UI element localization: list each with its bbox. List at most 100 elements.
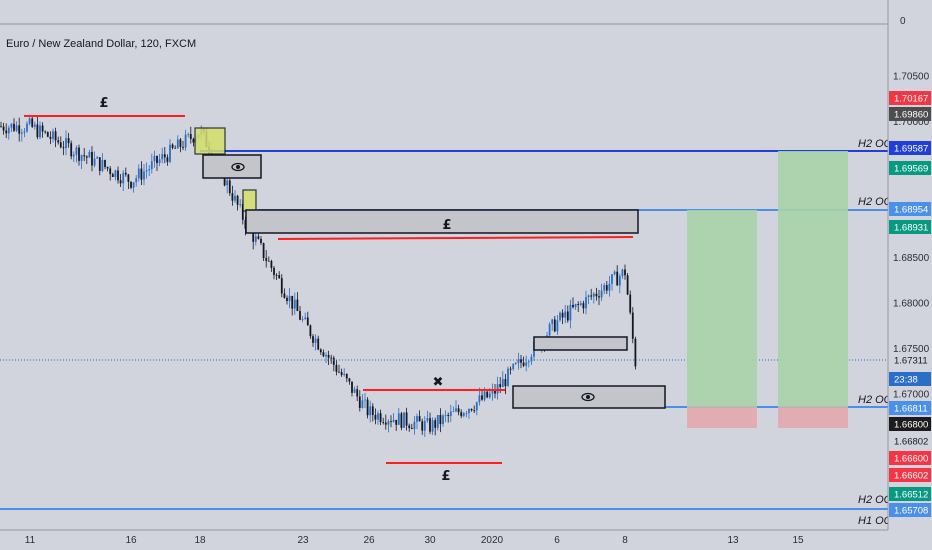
candle-body: [10, 123, 13, 128]
highlight-box-1[interactable]: [194, 127, 226, 155]
candle-body: [124, 172, 127, 175]
resistance-line-mid[interactable]: [277, 236, 634, 240]
price-label-bg: [889, 353, 931, 367]
candle-body: [267, 260, 270, 262]
small-zone-mid[interactable]: [533, 336, 628, 351]
candle-body: [135, 178, 138, 183]
candle-body: [127, 174, 130, 182]
price-label-bg: [889, 434, 931, 448]
price-label-text: 1.70167: [894, 94, 928, 105]
price-label-bg: [889, 220, 931, 234]
candle-body: [434, 420, 437, 428]
candle-body: [426, 418, 429, 421]
target-zone-2[interactable]: [778, 151, 848, 407]
candle-body: [395, 419, 398, 425]
price-label-bg: [889, 503, 931, 517]
candle-body: [582, 303, 585, 309]
candle-body: [85, 156, 88, 158]
cross-annotation: ✖: [433, 375, 444, 390]
candle-body: [590, 295, 593, 297]
candle-body: [351, 381, 353, 393]
candle-body: [54, 131, 57, 141]
price-label-text: 1.69587: [894, 144, 928, 155]
price-label-bg: [889, 91, 931, 105]
candle-body: [293, 299, 296, 309]
stop-zone-2[interactable]: [778, 407, 848, 428]
highlight-box-2[interactable]: [242, 189, 257, 212]
x-tick-label: 15: [792, 535, 804, 546]
candle-body: [348, 378, 351, 382]
candle-body: [405, 412, 408, 426]
pound-annotation-left: £: [99, 96, 108, 111]
candle-body: [296, 299, 299, 312]
candle-body: [418, 416, 421, 422]
candle-body: [5, 130, 8, 134]
price-label-bg: [889, 468, 931, 482]
candle-body: [111, 174, 114, 178]
candle-body: [182, 146, 184, 148]
candle-body: [49, 136, 52, 139]
candle-body: [148, 169, 151, 171]
price-label-bg: [889, 202, 931, 216]
candle-body: [574, 303, 577, 308]
candle-body: [91, 151, 93, 166]
pound-annotation-zone: £: [442, 218, 451, 233]
candle-body: [104, 160, 106, 167]
supply-zone-wide[interactable]: [245, 209, 639, 234]
x-tick-label: 2020: [481, 535, 504, 546]
candle-body: [83, 155, 86, 157]
candle-body: [496, 384, 499, 394]
candle-body: [366, 399, 369, 416]
candle-body: [488, 393, 491, 398]
candle-body: [504, 379, 507, 387]
candle-body: [189, 134, 192, 139]
candle-body: [486, 391, 489, 398]
candle-body: [530, 356, 533, 362]
candle-body: [174, 147, 177, 149]
candle-body: [158, 159, 161, 164]
candle-body: [561, 312, 564, 318]
price-label-text: 1.69860: [894, 110, 928, 121]
candle-body: [33, 124, 36, 127]
candle-body: [283, 293, 286, 298]
candle-body: [72, 154, 75, 157]
candle-body: [494, 389, 496, 394]
candle-body: [239, 204, 242, 205]
candle-body: [436, 414, 439, 428]
candle-body: [325, 354, 327, 357]
price-label-text: 1.65708: [894, 506, 928, 517]
annotation-layer: £ £ ✖ £: [99, 96, 451, 484]
candle-body: [67, 138, 70, 144]
candle-body: [452, 411, 455, 413]
candle-body: [465, 413, 468, 414]
target-zone-1[interactable]: [687, 210, 757, 407]
candle-body: [117, 170, 119, 181]
candle-body: [114, 170, 117, 178]
candle-body: [122, 172, 125, 184]
candle-body: [314, 338, 317, 343]
candle-body: [265, 258, 268, 261]
candle-body: [556, 320, 559, 332]
candle-body: [483, 391, 486, 400]
x-tick-label: 13: [727, 535, 739, 546]
candle-body: [403, 412, 405, 428]
stop-zone-1[interactable]: [687, 407, 757, 428]
y-tick-label: 1.67000: [893, 390, 930, 401]
candle-body: [408, 425, 411, 428]
candle-body: [163, 154, 166, 158]
candle-body: [41, 125, 44, 132]
candle-body: [364, 399, 366, 401]
candle-body: [400, 413, 403, 428]
candle-body: [338, 371, 340, 373]
price-label-bg: [889, 161, 931, 175]
candle-body: [309, 325, 312, 337]
candle-body: [470, 408, 473, 411]
candle-body: [382, 422, 385, 423]
candle-body: [62, 147, 65, 149]
candle-body: [280, 278, 283, 294]
candle-body: [44, 131, 47, 133]
candle-body: [397, 413, 400, 425]
